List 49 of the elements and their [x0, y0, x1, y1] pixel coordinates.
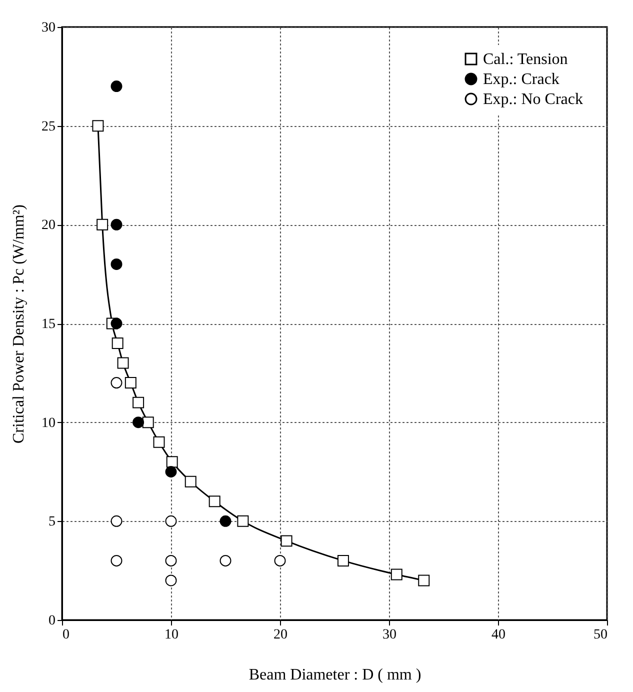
point: [110, 515, 122, 527]
point: [92, 120, 104, 132]
point: [110, 554, 122, 566]
point: [153, 436, 165, 448]
x-axis-title: Beam Diameter : D ( mm ): [248, 666, 422, 684]
point: [165, 515, 177, 527]
point: [220, 515, 232, 527]
point: [165, 554, 177, 566]
point: [110, 258, 122, 270]
point: [132, 416, 144, 428]
point: [110, 377, 122, 389]
point: [117, 357, 129, 369]
point: [110, 80, 122, 92]
x-tick-label: 40: [492, 628, 506, 642]
y-tick-label: 15: [42, 317, 56, 332]
y-tick-label: 0: [48, 614, 56, 628]
point: [418, 574, 430, 586]
x-tick-label: 0: [62, 628, 70, 642]
y-tick-label: 5: [48, 514, 56, 530]
point: [220, 554, 232, 566]
point: [165, 466, 177, 478]
point: [280, 535, 292, 547]
point: [132, 396, 144, 408]
legend-label: Cal.: Tension: [483, 51, 568, 68]
y-axis-title: Critical Power Density : Pc (W/mm²): [10, 204, 28, 444]
y-tick-label: 25: [42, 119, 56, 134]
x-tick-label: 50: [594, 628, 608, 642]
y-tick-label: 30: [42, 20, 56, 36]
legend-label: Exp.: No Crack: [483, 91, 583, 108]
legend-label: Exp.: Crack: [483, 71, 560, 88]
point: [96, 218, 108, 230]
x-tick-label: 10: [164, 628, 178, 642]
point: [142, 416, 154, 428]
point: [112, 338, 124, 350]
point: [184, 476, 196, 488]
point: [274, 554, 286, 566]
point: [337, 554, 349, 566]
x-tick-label: 20: [274, 628, 288, 642]
y-tick-label: 10: [42, 416, 56, 431]
point: [110, 318, 122, 330]
point: [208, 496, 220, 508]
point: [110, 218, 122, 230]
point: [237, 515, 249, 527]
point: [166, 456, 178, 468]
y-tick-label: 20: [42, 218, 56, 234]
point: [124, 377, 136, 389]
x-tick-label: 30: [382, 628, 396, 642]
point: [390, 568, 402, 580]
point: [165, 574, 177, 586]
